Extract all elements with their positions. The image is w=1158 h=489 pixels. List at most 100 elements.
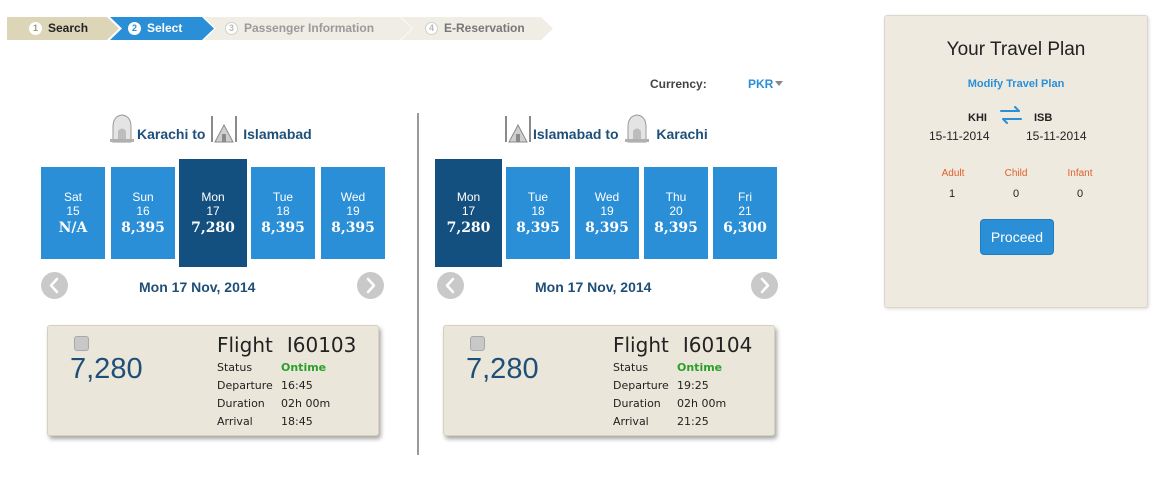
chevron-down-icon	[775, 81, 784, 86]
route-from: Karachi	[137, 126, 189, 142]
step-label: Search	[48, 21, 89, 35]
tile-price: 8,395	[121, 220, 165, 236]
depart-date: 15-11-2014	[929, 129, 990, 143]
tile-day: Tue	[527, 190, 549, 204]
tile-price: 8,395	[331, 220, 375, 236]
date-tile-outbound-tue-18[interactable]: Tue 18 8,395	[251, 167, 315, 259]
departure-value: 19:25	[677, 379, 709, 392]
mosque-icon	[503, 113, 533, 143]
tile-day: Mon	[201, 190, 225, 204]
tile-date: 20	[669, 204, 683, 218]
currency-dropdown[interactable]: PKR	[748, 77, 784, 91]
tile-date: 15	[66, 204, 80, 218]
currency-label: Currency:	[650, 77, 707, 91]
tile-day: Fri	[738, 190, 752, 204]
status-label: Status	[613, 361, 649, 374]
currency-value: PKR	[748, 77, 774, 91]
step-label: Passenger Information	[244, 21, 375, 35]
booking-steps: 1 Search 2 Select 3 Passenger Information 4…	[7, 17, 552, 40]
status-label: Status	[217, 361, 253, 374]
step-label: E-Reservation	[444, 21, 525, 35]
date-tile-return-mon-17-selected[interactable]: Mon 17 7,280	[435, 159, 502, 267]
tile-date: 18	[531, 204, 545, 218]
adult-count: 1	[948, 188, 956, 200]
outbound-prev-button[interactable]	[41, 272, 68, 299]
outbound-next-button[interactable]	[357, 272, 384, 299]
step-label: Select	[147, 21, 183, 35]
step-number: 1	[29, 22, 42, 35]
infant-count: 0	[1076, 188, 1084, 200]
duration-label: Duration	[217, 397, 265, 410]
step-number: 3	[225, 22, 238, 35]
date-tile-outbound-mon-17-selected[interactable]: Mon 17 7,280	[179, 159, 247, 267]
step-select[interactable]: 2 Select	[110, 17, 214, 40]
date-tile-outbound-sat-15[interactable]: Sat 15 N/A	[41, 167, 105, 259]
travel-plan-title: Your Travel Plan	[946, 39, 1086, 60]
return-next-button[interactable]	[751, 272, 778, 299]
arrival-label: Arrival	[217, 415, 253, 428]
tile-price: 7,280	[191, 220, 235, 236]
date-tile-return-thu-20[interactable]: Thu 20 8,395	[644, 167, 708, 259]
route-to: Islamabad	[243, 126, 312, 142]
child-count: 0	[1012, 188, 1020, 200]
tile-date: 16	[136, 204, 150, 218]
infant-label: Infant	[1067, 168, 1093, 179]
return-selected-date: Mon 17 Nov, 2014	[535, 279, 652, 295]
departure-label: Departure	[217, 379, 273, 392]
flight-price: 7,280	[70, 353, 143, 385]
route-sep: to	[192, 126, 206, 142]
origin-code: KHI	[968, 112, 987, 124]
mausoleum-icon	[622, 113, 652, 143]
step-number: 4	[425, 22, 438, 35]
step-e-reservation: 4 E-Reservation	[401, 17, 553, 40]
flight-select-checkbox[interactable]	[470, 336, 485, 351]
tile-date: 17	[206, 204, 220, 218]
route-sep: to	[605, 126, 619, 142]
outbound-selected-date: Mon 17 Nov, 2014	[139, 279, 256, 295]
tile-price: 8,395	[516, 220, 560, 236]
tile-date: 19	[346, 204, 360, 218]
date-tile-return-tue-18[interactable]: Tue 18 8,395	[506, 167, 570, 259]
flight-price: 7,280	[466, 353, 539, 385]
tile-day: Sun	[132, 190, 154, 204]
date-tile-outbound-sun-16[interactable]: Sun 16 8,395	[111, 167, 175, 259]
step-search[interactable]: 1 Search	[7, 17, 119, 40]
adult-label: Adult	[941, 168, 965, 179]
modify-travel-plan-link[interactable]: Modify Travel Plan	[967, 78, 1065, 90]
arrival-label: Arrival	[613, 415, 649, 428]
tile-price: 8,395	[654, 220, 698, 236]
tile-day: Mon	[456, 190, 481, 204]
route-from: Islamabad	[533, 126, 602, 142]
duration-value: 02h 00m	[677, 397, 727, 410]
outbound-route-heading: Karachi to Islamabad	[107, 113, 312, 143]
mosque-icon	[209, 113, 239, 143]
tile-date: 21	[738, 204, 752, 218]
return-date: 15-11-2014	[1026, 129, 1087, 143]
tile-day: Thu	[665, 190, 687, 204]
tile-date: 17	[461, 204, 476, 218]
flight-title: Flight I60104	[613, 333, 752, 357]
departure-value: 16:45	[281, 379, 313, 392]
flight-select-checkbox[interactable]	[74, 336, 89, 351]
return-prev-button[interactable]	[437, 272, 464, 299]
status-value: Ontime	[281, 361, 327, 374]
date-tile-return-fri-21[interactable]: Fri 21 6,300	[713, 167, 777, 259]
tile-day: Wed	[594, 190, 620, 204]
route-to: Karachi	[656, 126, 708, 142]
tile-price: 8,395	[585, 220, 629, 236]
flight-details: Status Ontime Departure 16:45 Duration 02h …	[217, 359, 330, 431]
outbound-flight-card[interactable]: 7,280 Flight I60103 Status Ontime Departur…	[47, 325, 379, 436]
chevron-left-icon	[445, 277, 455, 294]
flight-number: I60103	[286, 333, 357, 357]
tile-price: 7,280	[446, 220, 491, 236]
date-tile-return-wed-19[interactable]: Wed 19 8,395	[575, 167, 639, 259]
flight-title: Flight I60103	[217, 333, 356, 357]
status-value: Ontime	[677, 361, 723, 374]
step-number: 2	[128, 22, 141, 35]
section-divider	[417, 113, 419, 455]
return-flight-card[interactable]: 7,280 Flight I60104 Status Ontime Departur…	[443, 325, 775, 436]
return-route-heading: Islamabad to Karachi	[503, 113, 708, 143]
chevron-left-icon	[49, 277, 59, 294]
date-tile-outbound-wed-19[interactable]: Wed 19 8,395	[321, 167, 385, 259]
proceed-button[interactable]: Proceed	[980, 219, 1054, 255]
